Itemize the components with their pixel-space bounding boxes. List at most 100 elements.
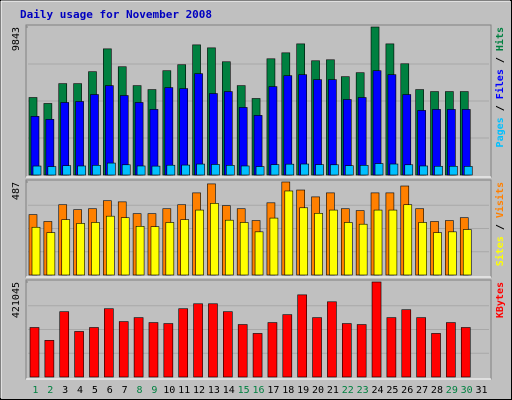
x-tick-label: 12 bbox=[193, 385, 205, 396]
bar bbox=[387, 74, 397, 176]
bar bbox=[344, 165, 354, 176]
bar bbox=[254, 231, 264, 276]
x-tick-label: 16 bbox=[252, 385, 264, 396]
bar bbox=[341, 323, 352, 378]
bar bbox=[298, 74, 307, 176]
bar bbox=[134, 102, 144, 176]
x-tick-label: 21 bbox=[327, 385, 339, 396]
bar bbox=[315, 164, 324, 176]
bar bbox=[121, 164, 131, 176]
bar bbox=[149, 109, 159, 176]
bar bbox=[300, 163, 309, 176]
bar bbox=[270, 164, 280, 176]
bar bbox=[401, 309, 412, 378]
bar bbox=[448, 231, 457, 276]
bar bbox=[179, 88, 189, 176]
legend-entry: Hits bbox=[494, 27, 506, 51]
bar bbox=[404, 164, 414, 176]
bar bbox=[433, 232, 442, 276]
x-tick-label: 11 bbox=[178, 385, 190, 396]
bar bbox=[74, 331, 84, 378]
bar bbox=[388, 209, 398, 276]
bar bbox=[403, 204, 413, 276]
bar bbox=[299, 207, 308, 276]
bar bbox=[209, 93, 218, 176]
bar bbox=[76, 223, 85, 276]
x-tick-label: 27 bbox=[416, 385, 428, 396]
bar bbox=[118, 321, 129, 378]
bar bbox=[151, 165, 161, 176]
x-tick-label: 4 bbox=[77, 385, 83, 396]
bar bbox=[90, 94, 99, 176]
bar bbox=[389, 163, 399, 176]
bar bbox=[223, 311, 233, 378]
x-tick-label: 5 bbox=[92, 385, 98, 396]
bar bbox=[328, 79, 337, 176]
bar bbox=[253, 115, 263, 176]
bar bbox=[374, 163, 384, 176]
x-tick-label: 6 bbox=[107, 385, 113, 396]
legend: Pages / Files / Hits bbox=[494, 27, 506, 147]
bar bbox=[196, 163, 205, 176]
bar bbox=[62, 165, 72, 176]
bar bbox=[434, 165, 443, 176]
legend-entry: Visits bbox=[494, 182, 506, 218]
x-tick-label: 22 bbox=[342, 385, 354, 396]
bar bbox=[225, 219, 234, 276]
bar bbox=[195, 209, 204, 276]
bar bbox=[105, 85, 114, 176]
legend-separator: / bbox=[495, 218, 506, 236]
bar bbox=[194, 73, 203, 176]
bar bbox=[343, 222, 353, 276]
x-tick-label: 30 bbox=[461, 385, 473, 396]
bar bbox=[47, 166, 57, 176]
bar bbox=[431, 333, 441, 378]
bar bbox=[282, 314, 293, 378]
legend: KBytes bbox=[495, 282, 506, 318]
bar bbox=[313, 79, 322, 176]
bar bbox=[419, 165, 428, 176]
bar bbox=[371, 281, 382, 378]
x-tick-label: 9 bbox=[151, 385, 157, 396]
bar bbox=[181, 164, 191, 176]
bar bbox=[312, 317, 322, 378]
bar bbox=[61, 219, 71, 276]
bar bbox=[60, 102, 70, 176]
bar bbox=[193, 303, 203, 378]
bar bbox=[285, 163, 295, 176]
bar bbox=[358, 223, 368, 276]
x-tick-label: 20 bbox=[312, 385, 324, 396]
bar bbox=[164, 87, 174, 176]
x-tick-label: 28 bbox=[431, 385, 443, 396]
legend-entry: KBytes bbox=[495, 282, 506, 318]
bar bbox=[166, 164, 176, 176]
bar bbox=[447, 109, 456, 176]
bar bbox=[208, 303, 218, 378]
x-tick-label: 26 bbox=[401, 385, 413, 396]
bar bbox=[136, 165, 146, 176]
bar bbox=[119, 95, 129, 176]
x-tick-label: 31 bbox=[476, 385, 488, 396]
bar bbox=[386, 317, 397, 378]
bar bbox=[240, 165, 250, 176]
y-tick-label: 487 bbox=[11, 182, 22, 200]
bar bbox=[150, 226, 160, 276]
bar bbox=[210, 203, 219, 276]
legend-entry: Files bbox=[494, 69, 506, 99]
bar bbox=[32, 165, 42, 176]
legend-entry: Sites bbox=[494, 236, 506, 266]
x-tick-label: 17 bbox=[267, 385, 279, 396]
bar bbox=[330, 164, 339, 176]
x-tick-label: 8 bbox=[137, 385, 143, 396]
bar bbox=[269, 217, 279, 276]
bar bbox=[449, 165, 458, 176]
bar bbox=[461, 109, 471, 176]
bar bbox=[314, 213, 323, 276]
legend-entry: Pages bbox=[495, 117, 506, 147]
bar bbox=[89, 327, 99, 378]
bar bbox=[238, 107, 248, 176]
x-tick-label: 3 bbox=[62, 385, 68, 396]
x-tick-label: 29 bbox=[446, 385, 458, 396]
bar bbox=[416, 317, 426, 378]
